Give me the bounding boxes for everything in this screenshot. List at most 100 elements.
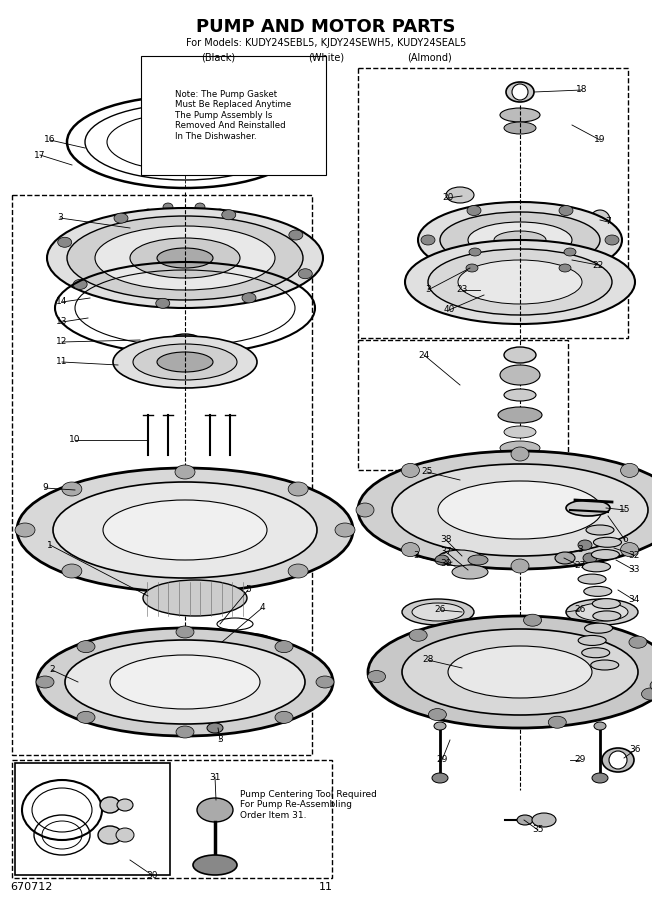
Text: 24: 24 xyxy=(419,350,430,359)
Ellipse shape xyxy=(500,108,540,122)
Ellipse shape xyxy=(435,555,449,565)
Ellipse shape xyxy=(452,565,488,579)
Text: 39: 39 xyxy=(440,560,452,569)
Ellipse shape xyxy=(582,648,610,658)
Ellipse shape xyxy=(578,540,592,550)
Ellipse shape xyxy=(559,205,573,216)
Ellipse shape xyxy=(117,799,133,811)
Ellipse shape xyxy=(58,238,72,248)
Ellipse shape xyxy=(65,640,305,724)
Text: For Models: KUDY24SEBL5, KJDY24SEWH5, KUDY24SEAL5: For Models: KUDY24SEBL5, KJDY24SEWH5, KU… xyxy=(186,38,466,48)
Text: 30: 30 xyxy=(146,870,158,879)
Ellipse shape xyxy=(368,616,652,728)
Ellipse shape xyxy=(15,523,35,537)
Ellipse shape xyxy=(504,347,536,363)
Text: 40: 40 xyxy=(443,305,454,314)
Ellipse shape xyxy=(289,230,303,240)
Ellipse shape xyxy=(77,711,95,724)
Ellipse shape xyxy=(233,226,243,234)
Text: 32: 32 xyxy=(629,551,640,560)
Ellipse shape xyxy=(504,122,536,134)
Text: 36: 36 xyxy=(629,745,641,754)
Text: 38: 38 xyxy=(440,536,452,544)
Text: 16: 16 xyxy=(44,136,56,145)
Text: 20: 20 xyxy=(442,194,454,202)
Ellipse shape xyxy=(143,209,153,217)
Ellipse shape xyxy=(114,213,128,223)
Ellipse shape xyxy=(275,711,293,724)
Ellipse shape xyxy=(207,723,223,733)
Ellipse shape xyxy=(176,726,194,738)
Text: 26: 26 xyxy=(434,606,446,615)
Ellipse shape xyxy=(511,447,529,461)
Ellipse shape xyxy=(103,500,267,560)
Text: 17: 17 xyxy=(35,150,46,159)
Ellipse shape xyxy=(500,441,540,455)
Circle shape xyxy=(512,84,528,100)
Text: 10: 10 xyxy=(69,436,81,445)
Ellipse shape xyxy=(511,559,529,573)
Ellipse shape xyxy=(95,226,275,290)
Ellipse shape xyxy=(170,334,200,346)
Ellipse shape xyxy=(358,451,652,569)
Ellipse shape xyxy=(559,265,573,274)
Ellipse shape xyxy=(98,826,122,844)
Text: 11: 11 xyxy=(56,357,68,366)
Ellipse shape xyxy=(195,203,205,211)
Ellipse shape xyxy=(593,537,621,547)
Ellipse shape xyxy=(593,598,620,608)
Ellipse shape xyxy=(316,676,334,688)
Ellipse shape xyxy=(409,629,427,641)
Ellipse shape xyxy=(412,603,464,621)
Ellipse shape xyxy=(578,574,606,584)
Ellipse shape xyxy=(67,216,303,300)
Circle shape xyxy=(609,751,627,769)
Text: 5: 5 xyxy=(245,586,251,595)
Text: 12: 12 xyxy=(56,338,68,346)
Text: 670712: 670712 xyxy=(10,882,52,892)
Ellipse shape xyxy=(213,633,277,655)
Bar xyxy=(12,195,312,755)
Ellipse shape xyxy=(418,202,622,278)
Text: Pump Centering Tool Required
For Pump Re-Assembling
Order Item 31.: Pump Centering Tool Required For Pump Re… xyxy=(240,790,377,820)
Ellipse shape xyxy=(62,482,82,496)
Ellipse shape xyxy=(157,352,213,372)
Text: 7: 7 xyxy=(605,218,611,227)
Text: 22: 22 xyxy=(593,260,604,269)
Ellipse shape xyxy=(629,636,647,648)
Ellipse shape xyxy=(356,503,374,517)
Text: 2: 2 xyxy=(49,665,55,674)
Ellipse shape xyxy=(591,660,619,670)
Ellipse shape xyxy=(446,187,474,203)
Text: 33: 33 xyxy=(629,565,640,574)
Ellipse shape xyxy=(468,222,572,258)
Ellipse shape xyxy=(564,248,576,256)
Ellipse shape xyxy=(175,465,195,479)
Ellipse shape xyxy=(500,365,540,385)
Ellipse shape xyxy=(175,581,195,595)
Ellipse shape xyxy=(163,203,173,211)
Ellipse shape xyxy=(73,279,87,290)
Ellipse shape xyxy=(368,670,385,682)
Ellipse shape xyxy=(231,216,241,224)
Text: 9: 9 xyxy=(42,483,48,492)
Ellipse shape xyxy=(288,482,308,496)
Text: 3: 3 xyxy=(413,552,419,561)
Ellipse shape xyxy=(402,599,474,625)
Ellipse shape xyxy=(504,389,536,401)
Text: PUMP AND MOTOR PARTS: PUMP AND MOTOR PARTS xyxy=(196,18,456,36)
Ellipse shape xyxy=(402,543,419,556)
Ellipse shape xyxy=(116,828,134,842)
Ellipse shape xyxy=(585,623,613,634)
Ellipse shape xyxy=(110,655,260,709)
Ellipse shape xyxy=(566,599,638,625)
Ellipse shape xyxy=(506,82,534,102)
Ellipse shape xyxy=(532,813,556,827)
Ellipse shape xyxy=(133,344,237,380)
Ellipse shape xyxy=(130,238,240,278)
Text: 23: 23 xyxy=(456,285,467,294)
Ellipse shape xyxy=(586,525,614,535)
Ellipse shape xyxy=(650,680,652,691)
Ellipse shape xyxy=(498,407,542,423)
Ellipse shape xyxy=(504,426,536,438)
